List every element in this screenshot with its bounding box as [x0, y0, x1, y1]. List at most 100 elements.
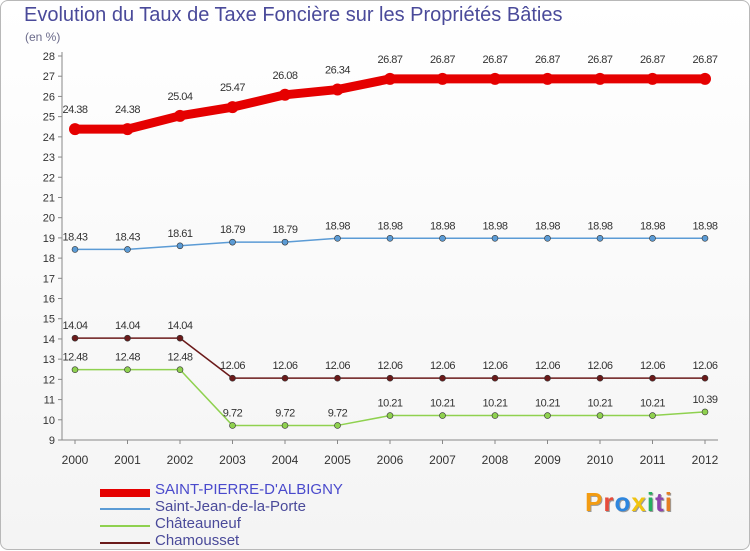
x-tick-label: 2002: [167, 453, 194, 467]
y-tick-label: 12: [43, 374, 55, 386]
y-tick-label: 10: [43, 415, 55, 427]
legend-label: SAINT-PIERRE-D'ALBIGNY: [155, 481, 343, 498]
data-point: [649, 234, 656, 242]
data-label: 10.21: [430, 398, 455, 410]
data-label: 26.87: [692, 54, 717, 66]
y-tick-label: 18: [43, 253, 55, 265]
data-point: [491, 374, 499, 382]
logo-letter: r: [603, 487, 615, 517]
data-label: 18.98: [325, 220, 350, 232]
data-label: 12.48: [62, 352, 87, 364]
logo-letter: P: [585, 487, 604, 517]
data-point: [281, 374, 289, 382]
y-tick-label: 15: [43, 314, 55, 326]
data-point: [491, 234, 499, 242]
y-tick-label: 27: [43, 71, 55, 83]
data-label: 26.87: [482, 54, 507, 66]
logo-letter: o: [614, 487, 632, 517]
data-label: 26.34: [325, 65, 350, 77]
legend-label: Châteauneuf: [155, 515, 241, 532]
logo-letter: t: [655, 487, 665, 517]
y-tick-label: 21: [43, 192, 55, 204]
data-label: 26.87: [535, 54, 560, 66]
data-point: [174, 109, 186, 122]
data-label: 12.06: [272, 360, 297, 372]
data-point: [439, 412, 446, 419]
unit-label: (en %): [25, 30, 61, 44]
data-point: [71, 246, 79, 253]
data-point: [544, 412, 551, 419]
chart-title: Evolution du Taux de Taxe Foncière sur l…: [24, 4, 563, 26]
data-point: [541, 72, 554, 85]
data-label: 14.04: [62, 320, 87, 332]
data-point: [176, 242, 184, 250]
data-point: [281, 238, 289, 246]
legend-swatch: [100, 542, 150, 544]
data-label: 25.47: [220, 82, 245, 94]
data-point: [334, 234, 341, 242]
data-point: [544, 374, 551, 382]
data-label: 12.48: [167, 352, 192, 364]
data-point: [491, 412, 499, 419]
legend-swatch: [100, 489, 150, 497]
y-tick-label: 22: [43, 172, 55, 184]
data-point: [701, 234, 709, 242]
data-point: [649, 412, 656, 419]
data-point: [124, 334, 131, 342]
x-tick-label: 2007: [429, 453, 456, 467]
data-label: 14.04: [167, 320, 192, 332]
data-point: [649, 374, 656, 382]
data-label: 10.21: [587, 398, 612, 410]
data-label: 18.98: [692, 220, 717, 232]
data-point: [701, 408, 709, 416]
y-tick-label: 11: [44, 395, 55, 407]
logo-letter: x: [631, 487, 647, 517]
line-chart: 9 10 11 12 13 14 15 16 17 18 19 20 21 22 23 24 25 26 27 28 2…: [43, 51, 719, 467]
data-point: [176, 334, 184, 342]
data-point: [544, 234, 551, 242]
y-tick-label: 24: [43, 132, 55, 144]
data-point: [226, 101, 239, 114]
data-point: [436, 72, 449, 85]
data-label: 18.98: [587, 220, 612, 232]
x-tick-label: 2008: [482, 453, 509, 467]
data-label: 26.87: [640, 54, 665, 66]
data-point: [439, 234, 446, 242]
data-label: 25.04: [167, 91, 192, 103]
data-label: 9.72: [275, 407, 295, 419]
data-point: [334, 374, 341, 382]
x-tick-label: 2005: [324, 453, 351, 467]
data-point: [596, 412, 604, 419]
data-label: 18.79: [272, 224, 297, 236]
y-tick-label: 23: [43, 152, 55, 164]
data-point: [229, 374, 236, 382]
data-label: 12.06: [220, 360, 245, 372]
x-tick-label: 2004: [272, 453, 299, 467]
data-point: [176, 366, 184, 373]
data-point: [386, 234, 394, 242]
y-tick-label: 26: [43, 91, 55, 103]
y-tick-label: 28: [43, 51, 55, 63]
data-point: [69, 123, 81, 136]
data-label: 18.43: [115, 231, 140, 243]
data-point: [331, 83, 344, 96]
y-tick-label: 20: [43, 213, 55, 225]
data-label: 12.06: [692, 360, 717, 372]
data-label: 18.98: [640, 220, 665, 232]
logo-letter: i: [664, 487, 673, 517]
data-label: 18.43: [62, 231, 87, 243]
data-label: 18.98: [377, 220, 402, 232]
data-point: [701, 374, 709, 382]
data-label: 12.48: [115, 352, 140, 364]
data-point: [489, 72, 501, 85]
data-point: [596, 234, 604, 242]
x-tick-label: 2010: [587, 453, 614, 467]
data-label: 12.06: [430, 360, 455, 372]
x-tick-label: 2006: [377, 453, 404, 467]
data-label: 18.98: [430, 220, 455, 232]
data-point: [386, 374, 394, 382]
x-tick-label: 2000: [62, 453, 89, 467]
data-label: 24.38: [115, 104, 140, 116]
y-tick-label: 16: [43, 294, 55, 306]
